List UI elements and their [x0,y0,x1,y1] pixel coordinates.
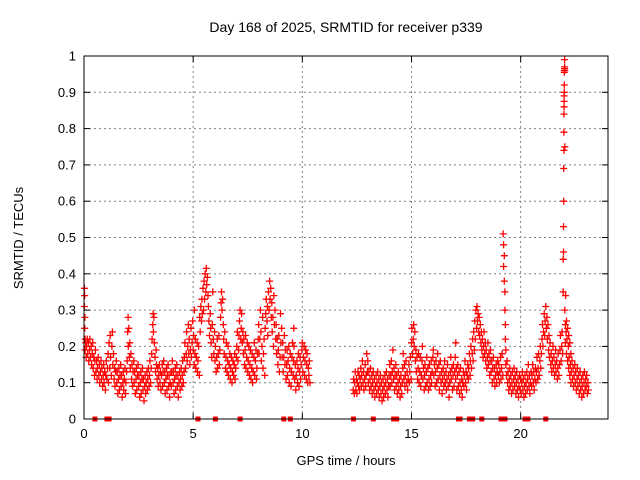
y-tick-label: 1 [69,49,76,64]
x-axis-label: GPS time / hours [297,453,396,468]
y-tick-labels: 0 0.1 0.2 0.3 0.4 0.5 0.6 0.7 0.8 0.9 1 [58,49,76,427]
y-tick-label: 0.6 [58,194,76,209]
chart-title: Day 168 of 2025, SRMTID for receiver p33… [209,19,482,35]
x-tick-label: 5 [190,426,197,441]
y-tick-label: 0.5 [58,230,76,245]
x-tick-label: 0 [80,426,87,441]
y-tick-label: 0.9 [58,85,76,100]
y-tick-label: 0.8 [58,121,76,136]
y-tick-label: 0.2 [58,339,76,354]
y-tick-label: 0.4 [58,266,76,281]
x-tick-labels: 0 5 10 15 20 [80,426,528,441]
x-tick-label: 10 [295,426,309,441]
x-tick-label: 15 [404,426,418,441]
plot-border [83,55,609,420]
y-tick-label: 0.7 [58,157,76,172]
y-tick-label: 0 [69,412,76,427]
x-tick-label: 20 [513,426,527,441]
y-tick-label: 0.3 [58,303,76,318]
y-tick-label: 0.1 [58,375,76,390]
y-axis-label: SRMTID / TECUs [11,186,26,289]
